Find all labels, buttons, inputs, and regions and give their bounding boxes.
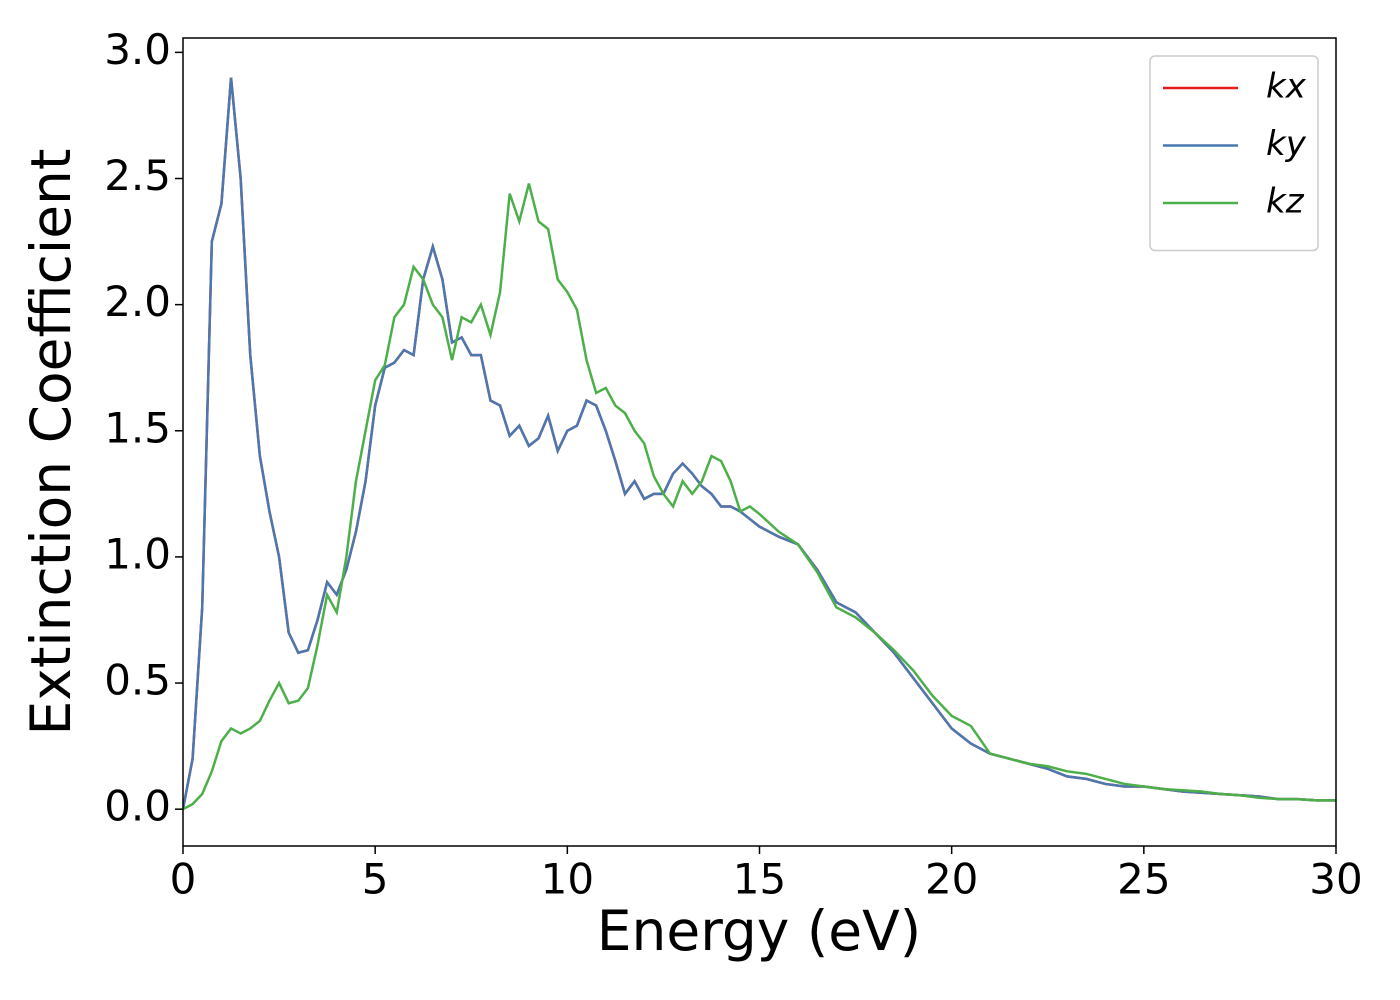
x-tick-label: 30 — [1309, 855, 1362, 904]
y-tick-label: 2.0 — [104, 277, 171, 326]
legend-label: kx — [1266, 67, 1307, 107]
x-tick-label: 25 — [1117, 855, 1170, 904]
y-tick-label: 0.0 — [104, 782, 171, 831]
x-tick-label: 20 — [925, 855, 978, 904]
y-tick-label: 0.5 — [104, 656, 171, 705]
y-tick-label: 1.0 — [104, 529, 171, 578]
legend-label: kz — [1266, 182, 1305, 222]
series-line — [183, 183, 1336, 811]
plot-frame — [182, 37, 1337, 847]
y-tick-label: 2.5 — [104, 151, 171, 200]
x-tick-label: 10 — [541, 855, 594, 904]
series-line — [183, 77, 1336, 810]
x-tick-label: 5 — [362, 855, 389, 904]
y-axis-label: Extinction Coefficient — [19, 149, 83, 736]
x-tick-label: 0 — [170, 855, 197, 904]
legend-label: ky — [1266, 124, 1307, 164]
x-tick-label: 15 — [733, 855, 786, 904]
y-tick-label: 1.5 — [104, 403, 171, 452]
x-axis-label: Energy (eV) — [597, 899, 921, 963]
y-tick-label: 3.0 — [104, 25, 171, 74]
